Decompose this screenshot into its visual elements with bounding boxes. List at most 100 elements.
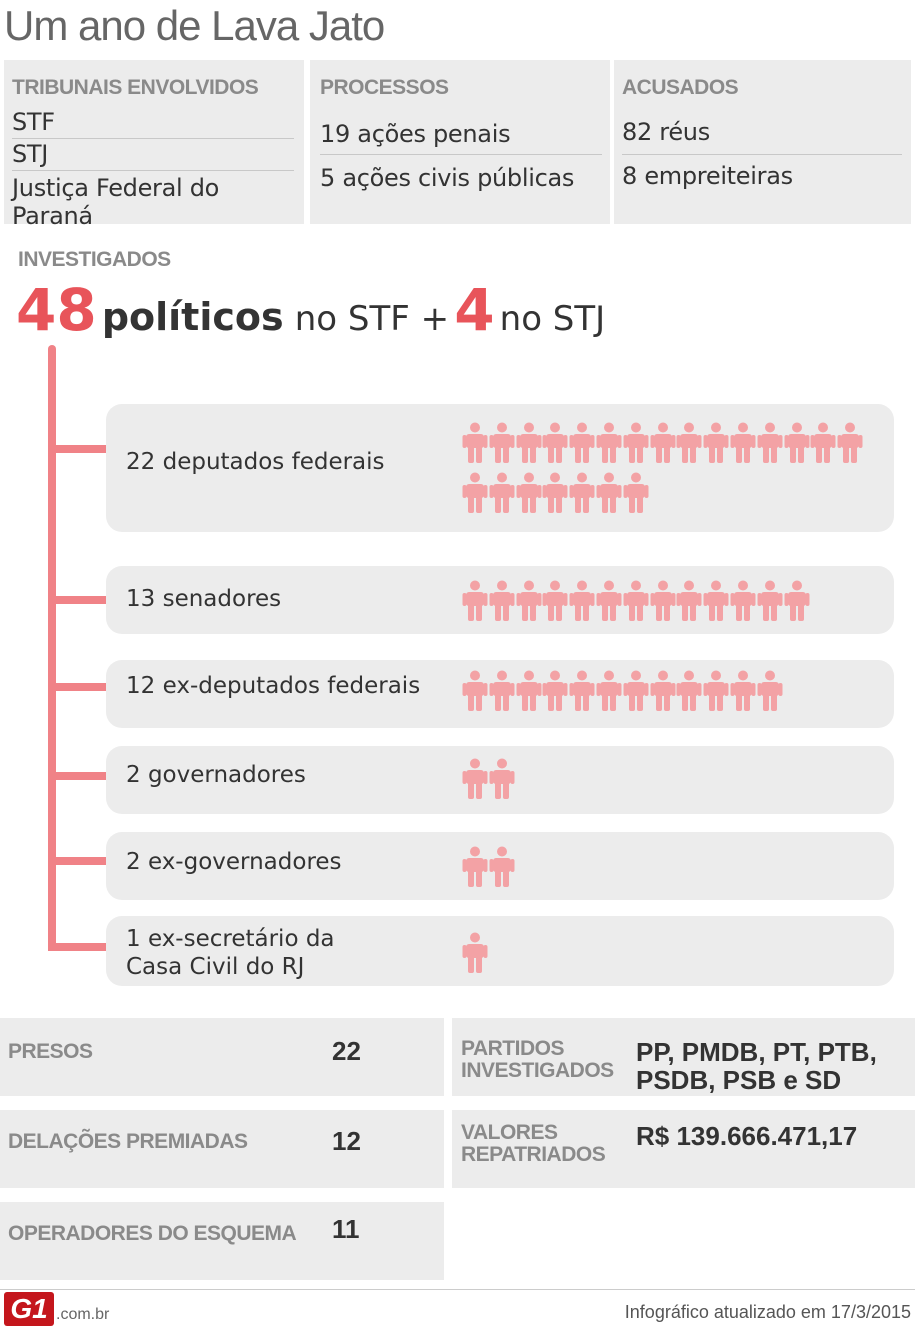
person-icon (596, 670, 623, 712)
tree-branch (48, 943, 106, 951)
processo-num: 5 (320, 164, 335, 192)
page-title: Um ano de Lava Jato (4, 2, 385, 49)
group-icons (462, 932, 872, 974)
person-icon (650, 670, 677, 712)
divider (320, 154, 602, 155)
valores-label-line2: REPATRIADOS (461, 1143, 606, 1166)
tree-branch (48, 772, 106, 780)
acusados-header: ACUSADOS (622, 76, 739, 99)
person-icon (569, 580, 596, 622)
person-icon (516, 580, 543, 622)
group-text: governadores (147, 762, 306, 788)
tree-branch (48, 857, 106, 865)
group-text-line2: Casa Civil do RJ (126, 954, 305, 980)
partidos-box: PARTIDOS INVESTIGADOS PP, PMDB, PT, PTB,… (452, 1018, 915, 1096)
person-icon (569, 472, 596, 514)
person-icon (810, 422, 837, 464)
valores-label-line1: VALORES (461, 1121, 558, 1144)
tribunal-item: Justiça Federal do Paraná (12, 174, 220, 230)
group-label: 12 ex-deputados federais (126, 672, 420, 700)
processo-item: 19 ações penais (320, 120, 511, 148)
person-icon (784, 422, 811, 464)
processos-box: PROCESSOS 19 ações penais 5 ações civis … (310, 60, 610, 224)
person-icon (784, 580, 811, 622)
tribunais-header: TRIBUNAIS ENVOLVIDOS (12, 76, 259, 99)
valores-value: R$ 139.666.471,17 (636, 1121, 858, 1151)
tree-trunk (48, 345, 56, 951)
person-icon (489, 846, 516, 888)
person-icon (757, 422, 784, 464)
processo-text: ações civis públicas (342, 164, 575, 192)
divider (622, 154, 902, 155)
person-icon (489, 758, 516, 800)
person-icon (462, 846, 489, 888)
group-num: 2 (126, 849, 141, 875)
person-icon (462, 758, 489, 800)
group-label: 1 ex-secretário da Casa Civil do RJ (126, 925, 335, 981)
person-icon (837, 422, 864, 464)
person-icon (489, 580, 516, 622)
stj-count: 4 (454, 276, 495, 344)
person-icon (730, 422, 757, 464)
person-icon (596, 472, 623, 514)
person-icon (703, 580, 730, 622)
person-icon (623, 580, 650, 622)
no-stf-label: no STF + (294, 299, 450, 339)
investigados-summary: 48 políticos no STF + 4 no STJ (16, 276, 605, 344)
processo-num: 19 (320, 120, 350, 148)
acusado-text: réus (659, 118, 710, 146)
person-icon (462, 670, 489, 712)
group-num: 22 (126, 449, 156, 475)
group-icons (462, 758, 872, 800)
group-label: 22 deputados federais (126, 448, 385, 476)
tree-branch (48, 683, 106, 691)
person-icon (623, 670, 650, 712)
processo-item: 5 ações civis públicas (320, 164, 574, 192)
person-icon (703, 422, 730, 464)
divider (12, 138, 294, 139)
acusado-text: empreiteiras (644, 162, 793, 190)
person-icon (569, 670, 596, 712)
person-icon (676, 670, 703, 712)
group-label: 2 governadores (126, 761, 306, 789)
person-icon (516, 670, 543, 712)
person-icon (462, 422, 489, 464)
person-icon (623, 422, 650, 464)
person-icon (462, 932, 489, 974)
partidos-label: PARTIDOS INVESTIGADOS (461, 1038, 614, 1082)
group-num: 13 (126, 586, 156, 612)
group-icons (462, 670, 872, 712)
presos-value: 22 (332, 1036, 361, 1066)
presos-label: PRESOS (8, 1040, 93, 1063)
partidos-value: PP, PMDB, PT, PTB, PSDB, PSB e SD (636, 1038, 877, 1094)
person-icon (516, 472, 543, 514)
person-icon (596, 580, 623, 622)
group-icons (462, 422, 872, 514)
person-icon (489, 670, 516, 712)
person-icon (462, 580, 489, 622)
person-icon (542, 670, 569, 712)
person-icon (569, 422, 596, 464)
person-icon (516, 422, 543, 464)
partidos-value-line1: PP, PMDB, PT, PTB, (636, 1037, 877, 1067)
delacoes-value: 12 (332, 1126, 361, 1156)
valores-box: VALORES REPATRIADOS R$ 139.666.471,17 (452, 1110, 915, 1188)
group-text: ex-governadores (147, 849, 342, 875)
update-note: Infográfico atualizado em 17/3/2015 (624, 1302, 911, 1322)
person-icon (542, 472, 569, 514)
person-icon (489, 422, 516, 464)
partidos-label-line1: PARTIDOS (461, 1037, 564, 1060)
person-icon (596, 422, 623, 464)
person-icon (730, 670, 757, 712)
person-icon (489, 472, 516, 514)
group-text: deputados federais (162, 449, 385, 475)
operadores-label: OPERADORES DO ESQUEMA (8, 1222, 297, 1245)
divider (12, 170, 294, 171)
acusado-item: 8 empreiteiras (622, 162, 793, 190)
g1-logo[interactable]: G1 (4, 1292, 54, 1326)
operadores-value: 11 (332, 1214, 360, 1244)
group-text: ex-deputados federais (162, 673, 421, 699)
no-stj-label: no STJ (499, 299, 606, 339)
group-num: 12 (126, 673, 156, 699)
acusados-box: ACUSADOS 82 réus 8 empreiteiras (614, 60, 911, 224)
